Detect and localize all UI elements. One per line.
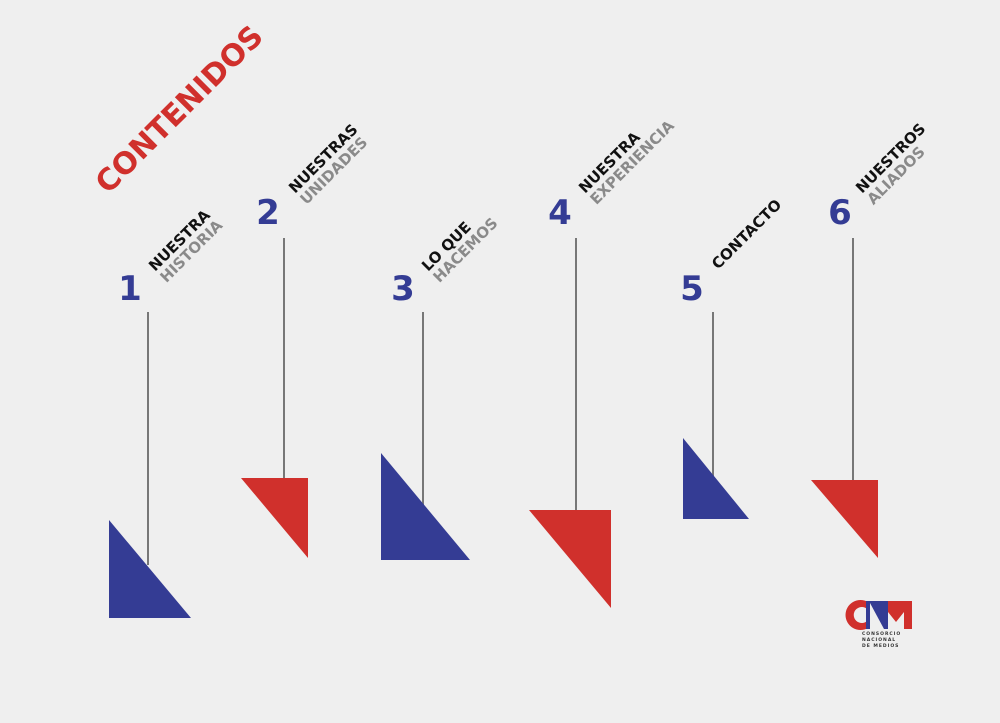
item-number: 3 bbox=[391, 269, 415, 309]
item-number: 2 bbox=[256, 193, 280, 233]
logo-tagline: DE MEDIOS bbox=[862, 643, 899, 649]
logo: CONSORCIO NACIONAL DE MEDIOS bbox=[845, 600, 912, 649]
triangle bbox=[683, 438, 749, 519]
triangle bbox=[241, 478, 308, 558]
item-number: 4 bbox=[548, 193, 572, 233]
triangle bbox=[381, 453, 470, 560]
logo-n-cut bbox=[870, 603, 884, 629]
triangle bbox=[811, 480, 878, 558]
triangle bbox=[529, 510, 611, 608]
logo-c bbox=[845, 600, 868, 630]
item-number: 5 bbox=[680, 269, 704, 309]
logo-tagline: NACIONAL bbox=[862, 637, 896, 643]
item-number: 1 bbox=[118, 269, 142, 309]
logo-m bbox=[888, 601, 912, 629]
logo-tagline: CONSORCIO bbox=[862, 631, 901, 637]
triangle bbox=[109, 520, 191, 618]
item-number: 6 bbox=[828, 193, 852, 233]
